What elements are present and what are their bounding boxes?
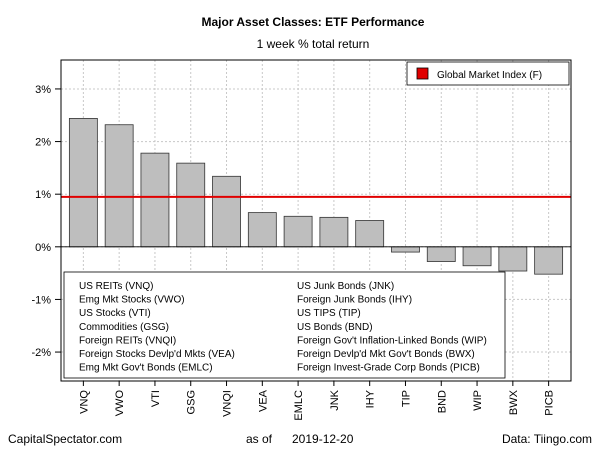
x-tick-label: BND (436, 390, 448, 413)
key-item-right: Foreign Invest-Grade Corp Bonds (PICB) (297, 363, 480, 374)
x-tick-label: TIP (400, 390, 412, 407)
x-tick-label: PICB (544, 390, 556, 416)
y-tick-label: 3% (35, 84, 51, 96)
x-tick-label: WIP (472, 390, 484, 411)
key-item-left: Foreign REITs (VNQI) (79, 335, 176, 346)
key-item-left: Commodities (GSG) (79, 322, 169, 333)
key-item-right: US Bonds (BND) (297, 322, 373, 333)
key-box-frame (63, 271, 506, 379)
y-axis: -2% -1% 0% 1% 2% 3% (31, 84, 62, 359)
y-tick-label: 1% (35, 189, 51, 201)
bar-gsg (176, 162, 206, 248)
y-tick-label: 0% (35, 242, 51, 254)
bars (61, 118, 571, 275)
bar-vti (140, 152, 170, 248)
key-item-left: Emg Mkt Stocks (VWO) (79, 295, 185, 306)
bar-emlc (283, 215, 313, 248)
chart-title: Major Asset Classes: ETF Performance (202, 15, 425, 29)
bar-bwx (498, 246, 528, 272)
x-tick-label: GSG (186, 390, 198, 414)
key-box: US REITs (VNQ) Emg Mkt Stocks (VWO) US Sto… (63, 271, 506, 379)
footer-source: CapitalSpectator.com (8, 432, 122, 446)
key-item-left: Emg Mkt Gov't Bonds (EMLC) (79, 363, 213, 374)
y-tick-label: -1% (31, 294, 51, 306)
key-item-left: US Stocks (VTI) (79, 308, 151, 319)
x-tick-label: VTI (150, 390, 162, 407)
bar-tip (391, 246, 420, 253)
bar-vnq (68, 118, 98, 248)
x-tick-label: IHY (365, 389, 377, 408)
bar-wip (462, 246, 492, 267)
bar-vwo (104, 124, 134, 248)
legend-label: Global Market Index (F) (437, 70, 542, 81)
footer-date: 2019-12-20 (292, 432, 354, 446)
legend: Global Market Index (F) (406, 61, 570, 86)
chart-subtitle: 1 week % total return (257, 37, 370, 51)
x-tick-label: EMLC (293, 390, 305, 421)
bar-vnqi (212, 175, 241, 248)
legend-swatch (416, 67, 429, 80)
x-tick-label: VNQ (78, 390, 90, 414)
legend-frame (406, 61, 570, 86)
bar-ihy (355, 220, 385, 248)
y-tick-label: 2% (35, 137, 51, 149)
y-tick-label: -2% (31, 347, 51, 359)
x-tick-label: VWO (114, 390, 126, 417)
key-item-left: US REITs (VNQ) (79, 281, 153, 292)
key-item-right: Foreign Gov't Inflation-Linked Bonds (WI… (297, 335, 487, 346)
key-item-right: US TIPS (TIP) (297, 308, 361, 319)
x-tick-label: VNQI (222, 390, 234, 417)
key-item-right: Foreign Junk Bonds (IHY) (297, 295, 412, 306)
key-item-left: Foreign Stocks Devlp'd Mkts (VEA) (79, 349, 235, 360)
bar-picb (534, 246, 564, 275)
x-axis: VNQ VWO VTI GSG VNQI VEA EMLC JNK IHY TIP BND WIP BW… (78, 381, 556, 421)
footer-as-of: as of (246, 432, 273, 446)
x-tick-label: VEA (257, 389, 269, 412)
bar-vea (247, 212, 277, 248)
bar-bnd (426, 246, 456, 262)
key-item-right: US Junk Bonds (JNK) (297, 281, 394, 292)
footer-data-credit: Data: Tiingo.com (502, 432, 592, 446)
x-tick-label: JNK (329, 389, 341, 410)
key-item-right: Foreign Devlp'd Mkt Gov't Bonds (BWX) (297, 349, 475, 360)
plot-frame (60, 59, 572, 382)
bar-jnk (319, 216, 349, 248)
x-tick-label: BWX (508, 389, 520, 415)
